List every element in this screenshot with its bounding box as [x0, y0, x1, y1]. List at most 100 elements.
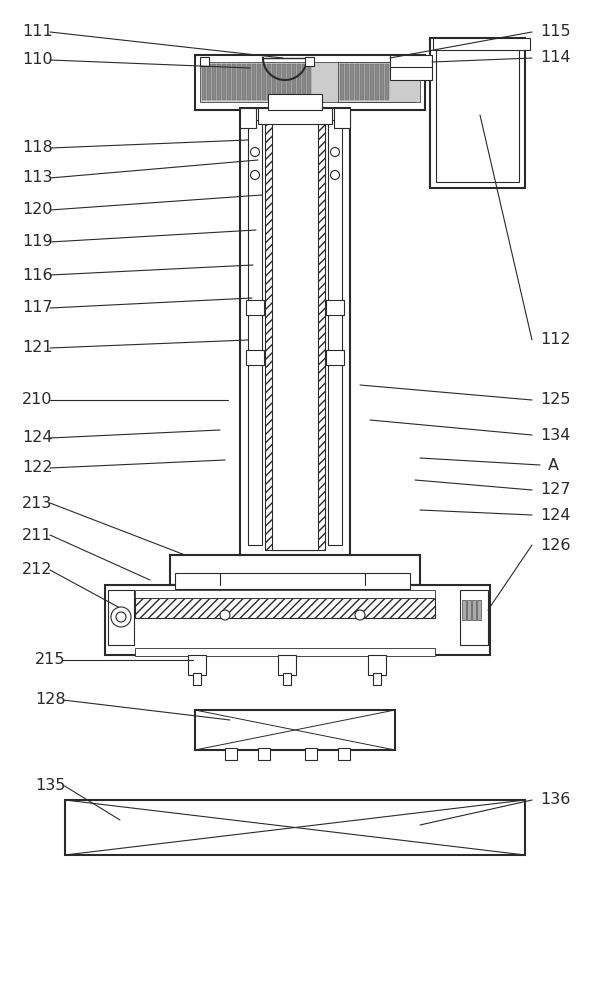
Bar	[282, 64, 286, 100]
Text: 124: 124	[22, 430, 53, 446]
Bar	[326, 300, 344, 315]
Bar	[477, 600, 481, 620]
Bar	[265, 120, 325, 550]
Bar	[195, 55, 425, 110]
Bar	[240, 108, 350, 563]
Text: 119: 119	[22, 234, 53, 249]
Bar	[170, 555, 420, 585]
Text: 212: 212	[22, 562, 53, 578]
Bar	[375, 64, 379, 100]
Text: 118: 118	[22, 140, 53, 155]
Bar	[248, 120, 262, 545]
Bar	[65, 800, 525, 855]
Bar	[237, 64, 241, 100]
Bar	[360, 64, 363, 100]
Bar	[365, 64, 369, 100]
Bar	[272, 64, 276, 100]
Text: 111: 111	[22, 24, 53, 39]
Bar	[222, 64, 225, 100]
Circle shape	[355, 610, 365, 620]
Bar	[195, 710, 395, 750]
Bar	[373, 673, 381, 685]
Text: 125: 125	[540, 392, 571, 408]
Bar	[207, 64, 211, 100]
Bar	[385, 64, 388, 100]
Bar	[272, 120, 318, 550]
Bar	[212, 64, 215, 100]
Bar	[247, 64, 251, 100]
Bar	[462, 600, 466, 620]
Bar	[355, 64, 359, 100]
Bar	[436, 44, 519, 182]
Bar	[257, 64, 261, 100]
Text: 116: 116	[22, 267, 53, 282]
Bar	[305, 748, 317, 760]
Bar	[287, 64, 290, 100]
Bar	[338, 62, 420, 102]
Bar	[278, 655, 296, 675]
Text: 210: 210	[22, 392, 53, 408]
Text: 122: 122	[22, 460, 53, 476]
Circle shape	[330, 147, 339, 156]
Bar	[268, 94, 322, 110]
Text: 211: 211	[22, 528, 53, 542]
Circle shape	[251, 170, 260, 180]
Bar	[135, 590, 435, 598]
Bar	[283, 673, 291, 685]
Bar	[307, 64, 310, 100]
Text: 121: 121	[22, 340, 53, 356]
Text: 110: 110	[22, 52, 53, 68]
Bar	[217, 64, 221, 100]
Text: 124: 124	[540, 508, 571, 522]
Circle shape	[111, 607, 131, 627]
Bar	[433, 38, 530, 50]
Bar	[252, 64, 255, 100]
Text: 136: 136	[540, 792, 571, 808]
Bar	[227, 64, 231, 100]
Bar	[328, 120, 342, 545]
Circle shape	[220, 610, 230, 620]
Bar	[326, 350, 344, 365]
Text: 115: 115	[540, 24, 571, 39]
Bar	[175, 573, 410, 589]
Bar	[350, 64, 353, 100]
Text: 120: 120	[22, 202, 53, 218]
Bar	[258, 748, 270, 760]
Bar	[202, 64, 205, 100]
Text: 134: 134	[540, 428, 571, 442]
Bar	[135, 598, 435, 618]
Bar	[460, 590, 488, 645]
Bar	[277, 64, 280, 100]
Bar	[334, 108, 350, 128]
Text: 126: 126	[540, 538, 571, 552]
Bar	[302, 64, 306, 100]
Bar	[200, 62, 415, 102]
Bar	[232, 64, 235, 100]
Bar	[246, 300, 264, 315]
Text: A: A	[548, 458, 559, 473]
Bar	[135, 648, 435, 656]
Bar	[262, 64, 266, 100]
Bar	[105, 585, 490, 655]
Bar	[338, 748, 350, 760]
Text: 213: 213	[22, 495, 53, 510]
Bar	[255, 558, 335, 572]
Bar	[430, 38, 525, 188]
Bar	[370, 64, 373, 100]
Bar	[225, 748, 237, 760]
Text: 112: 112	[540, 332, 571, 348]
Bar	[108, 590, 134, 645]
Text: 127: 127	[540, 483, 571, 497]
Bar	[240, 108, 256, 128]
Bar	[246, 350, 264, 365]
Text: 114: 114	[540, 50, 571, 66]
Bar	[410, 57, 419, 66]
Text: 113: 113	[22, 170, 53, 186]
Text: 135: 135	[35, 778, 65, 792]
Bar	[188, 655, 206, 675]
Circle shape	[330, 170, 339, 180]
Bar	[390, 55, 432, 80]
Bar	[368, 655, 386, 675]
Bar	[472, 600, 476, 620]
Bar	[292, 64, 296, 100]
